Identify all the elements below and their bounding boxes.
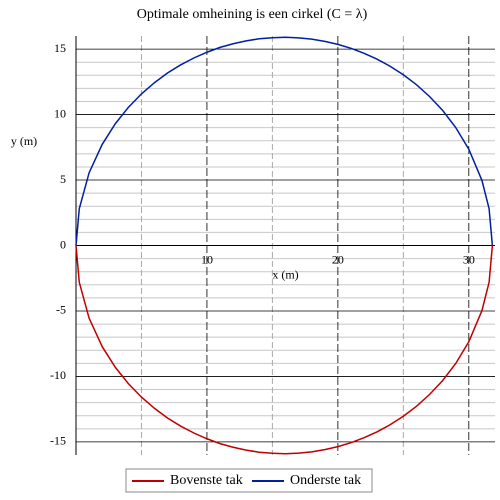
y-tick-label: 0: [60, 237, 66, 251]
legend-label: Bovenste tak: [170, 473, 243, 488]
y-tick-label: -15: [50, 434, 66, 448]
x-axis-label: x (m): [272, 267, 298, 281]
x-tick-label: 30: [463, 252, 475, 266]
chart-title: Optimale omheining is een cirkel (C = λ): [137, 7, 368, 22]
legend-label: Onderste tak: [290, 473, 361, 488]
series-line: [75, 245, 494, 455]
y-tick-label: 5: [60, 172, 66, 186]
y-tick-label: -10: [50, 368, 66, 382]
y-tick-label: 15: [54, 41, 66, 55]
x-tick-label: 10: [201, 252, 213, 266]
y-tick-label: -5: [56, 303, 66, 317]
legend-box: [125, 468, 373, 493]
x-tick-label: 20: [332, 252, 344, 266]
series-line: [75, 36, 494, 246]
y-axis-label: y (m): [11, 134, 37, 148]
y-tick-label: 10: [54, 106, 66, 120]
